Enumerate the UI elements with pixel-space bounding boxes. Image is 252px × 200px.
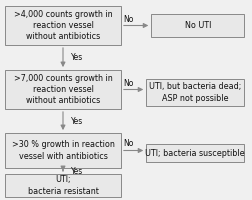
FancyBboxPatch shape (5, 133, 121, 168)
FancyBboxPatch shape (151, 14, 244, 37)
Text: No UTI: No UTI (185, 21, 211, 30)
Text: >30 % growth in reaction
vessel with antibiotics: >30 % growth in reaction vessel with ant… (12, 140, 114, 161)
FancyBboxPatch shape (5, 6, 121, 45)
Text: UTI; bacteria susceptible: UTI; bacteria susceptible (145, 148, 245, 158)
Text: Yes: Yes (71, 53, 83, 62)
Text: >7,000 counts growth in
reaction vessel
without antibiotics: >7,000 counts growth in reaction vessel … (14, 74, 112, 105)
FancyBboxPatch shape (5, 70, 121, 109)
FancyBboxPatch shape (146, 79, 244, 106)
Text: >4,000 counts growth in
reaction vessel
without antibiotics: >4,000 counts growth in reaction vessel … (14, 10, 112, 41)
Text: UTI;
bacteria resistant: UTI; bacteria resistant (27, 175, 99, 196)
Text: No: No (123, 78, 134, 88)
Text: No: No (123, 140, 134, 148)
Text: Yes: Yes (71, 166, 83, 176)
Text: No: No (123, 15, 134, 23)
FancyBboxPatch shape (5, 174, 121, 197)
FancyBboxPatch shape (146, 144, 244, 162)
Text: UTI, but bacteria dead;
ASP not possible: UTI, but bacteria dead; ASP not possible (149, 82, 241, 103)
Text: Yes: Yes (71, 116, 83, 126)
